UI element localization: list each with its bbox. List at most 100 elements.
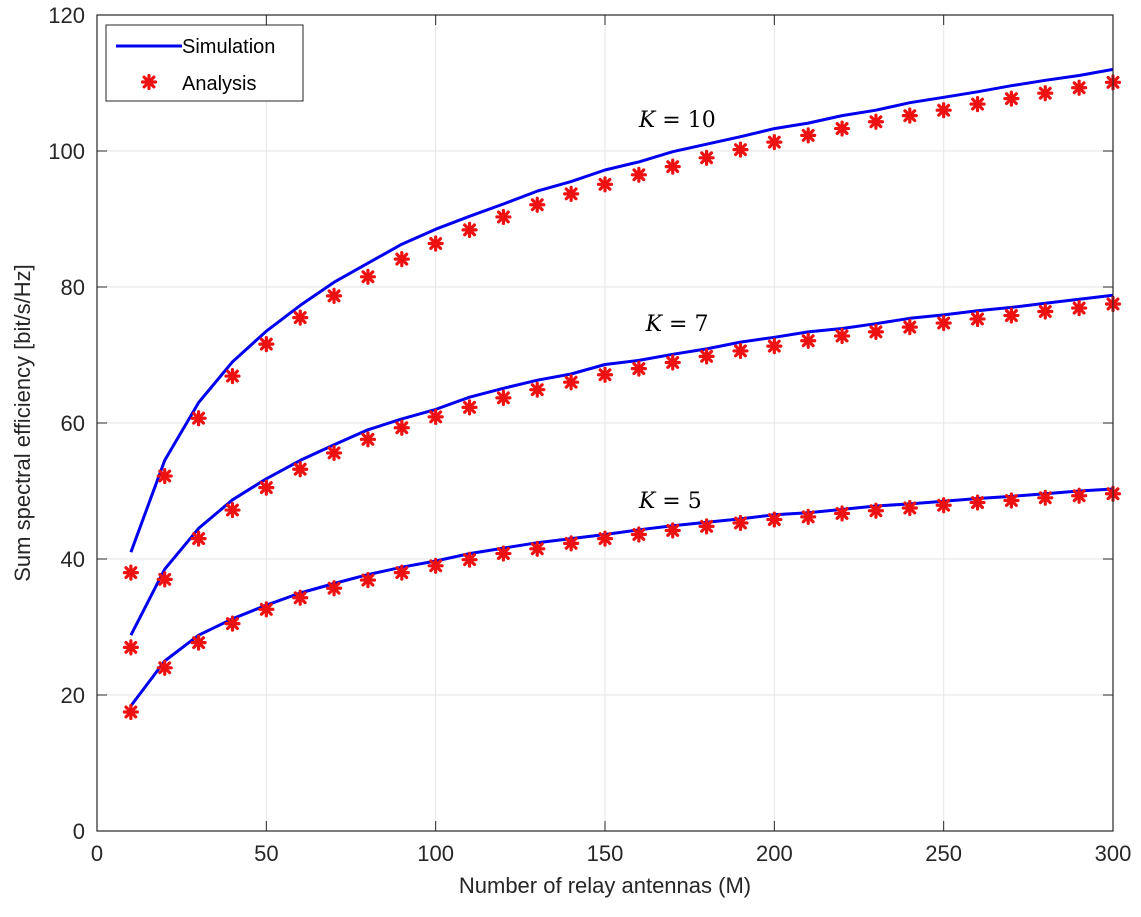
analysis-marker: [495, 389, 512, 406]
x-tick-label: 200: [756, 841, 793, 866]
analysis-marker: [563, 374, 580, 391]
analysis-marker: [258, 479, 275, 496]
analysis-marker: [427, 408, 444, 425]
analysis-marker: [427, 235, 444, 252]
analysis-marker: [190, 410, 207, 427]
analysis-marker: [156, 467, 173, 485]
x-tick-label: 100: [417, 841, 454, 866]
analysis-marker: [461, 399, 478, 416]
analysis-marker: [122, 564, 139, 581]
analysis-marker: [1037, 489, 1054, 506]
legend-box: [105, 24, 304, 102]
x-tick-label: 300: [1095, 841, 1132, 866]
series-layer: [122, 67, 1122, 721]
analysis-markers-k7: [122, 295, 1122, 656]
annotations: K = 10 K = 7 K = 5: [638, 108, 716, 514]
analysis-marker: [664, 354, 681, 371]
legend-analysis-marker: [140, 73, 158, 91]
analysis-marker: [292, 309, 309, 326]
analysis-marker: [393, 251, 410, 268]
analysis-marker: [563, 535, 580, 552]
y-tick-label: 20: [61, 683, 85, 708]
annotation-operator: =: [655, 108, 687, 133]
analysis-marker: [596, 176, 614, 193]
analysis-marker: [122, 639, 139, 656]
analysis-marker: [664, 522, 681, 539]
analysis-marker: [630, 166, 647, 183]
analysis-marker: [461, 551, 478, 568]
x-tick-label: 0: [91, 841, 103, 866]
analysis-marker: [529, 381, 546, 398]
analysis-marker: [461, 221, 478, 238]
analysis-marker: [325, 287, 343, 304]
analysis-marker: [359, 431, 377, 448]
analysis-marker: [969, 95, 986, 113]
analysis-marker: [156, 571, 173, 588]
analysis-marker: [732, 514, 749, 532]
analysis-marker: [935, 314, 952, 332]
analysis-marker: [935, 102, 952, 119]
analysis-marker: [529, 196, 546, 213]
y-tick-label: 60: [61, 411, 85, 436]
x-tick-label: 250: [925, 841, 962, 866]
analysis-marker: [867, 323, 885, 340]
analysis-marker: [800, 127, 817, 144]
analysis-marker: [1003, 90, 1020, 107]
analysis-marker: [630, 360, 647, 377]
legend-analysis-star: [140, 73, 158, 91]
analysis-marker: [224, 615, 241, 632]
analysis-marker: [766, 134, 783, 151]
analysis-marker: [292, 461, 309, 478]
analysis-marker: [563, 185, 580, 202]
analysis-marker: [732, 342, 749, 360]
analysis-marker: [224, 367, 241, 385]
analysis-marker: [901, 319, 918, 336]
analysis-marker: [495, 208, 512, 226]
annotation-label: K = 7: [645, 312, 709, 337]
analysis-marker: [969, 494, 986, 511]
ticks: 0 50 100 150 200 250 300 0 20 40 60 80 100 120: [48, 3, 1131, 866]
analysis-marker: [969, 310, 986, 328]
analysis-marker: [393, 419, 410, 436]
analysis-marker: [325, 580, 343, 597]
annotation-operator: =: [662, 312, 694, 337]
analysis-marker: [529, 540, 546, 557]
y-tick-label: 100: [48, 139, 85, 164]
analysis-marker: [732, 141, 749, 158]
analysis-marker: [698, 149, 715, 166]
analysis-marker: [833, 505, 851, 522]
analysis-marker: [596, 366, 614, 383]
analysis-marker: [935, 497, 952, 514]
analysis-marker: [766, 338, 783, 355]
analysis-marker: [630, 526, 647, 543]
legend-analysis-label: Analysis: [182, 73, 256, 95]
analysis-marker: [156, 659, 173, 676]
analysis-marker: [122, 703, 139, 721]
y-tick-label: 0: [73, 819, 85, 844]
analysis-markers-k5: [122, 485, 1122, 721]
annotation-operator: =: [655, 489, 687, 514]
analysis-marker: [800, 508, 817, 525]
annotation-variable: K: [638, 108, 657, 133]
x-tick-label: 50: [254, 841, 278, 866]
analysis-marker: [190, 530, 207, 547]
analysis-marker: [800, 332, 817, 349]
analysis-marker: [1003, 492, 1020, 509]
analysis-marker: [359, 268, 377, 285]
x-tick-label: 150: [587, 841, 624, 866]
y-tick-label: 120: [48, 3, 85, 28]
annotation-value: 5: [688, 489, 702, 514]
annotation-label: K = 10: [638, 108, 716, 133]
analysis-marker: [258, 336, 275, 353]
legend-simulation-label: Simulation: [182, 36, 275, 58]
analysis-marker: [258, 601, 275, 618]
analysis-marker: [901, 107, 918, 124]
analysis-marker: [901, 499, 918, 517]
analysis-marker: [359, 571, 377, 589]
y-axis-title: Sum spectral efficiency [bit/s/Hz]: [10, 264, 35, 582]
annotation-value: 7: [694, 312, 708, 337]
analysis-marker: [596, 530, 614, 547]
analysis-marker: [495, 545, 512, 562]
analysis-marker: [325, 444, 343, 462]
analysis-marker: [664, 158, 681, 175]
